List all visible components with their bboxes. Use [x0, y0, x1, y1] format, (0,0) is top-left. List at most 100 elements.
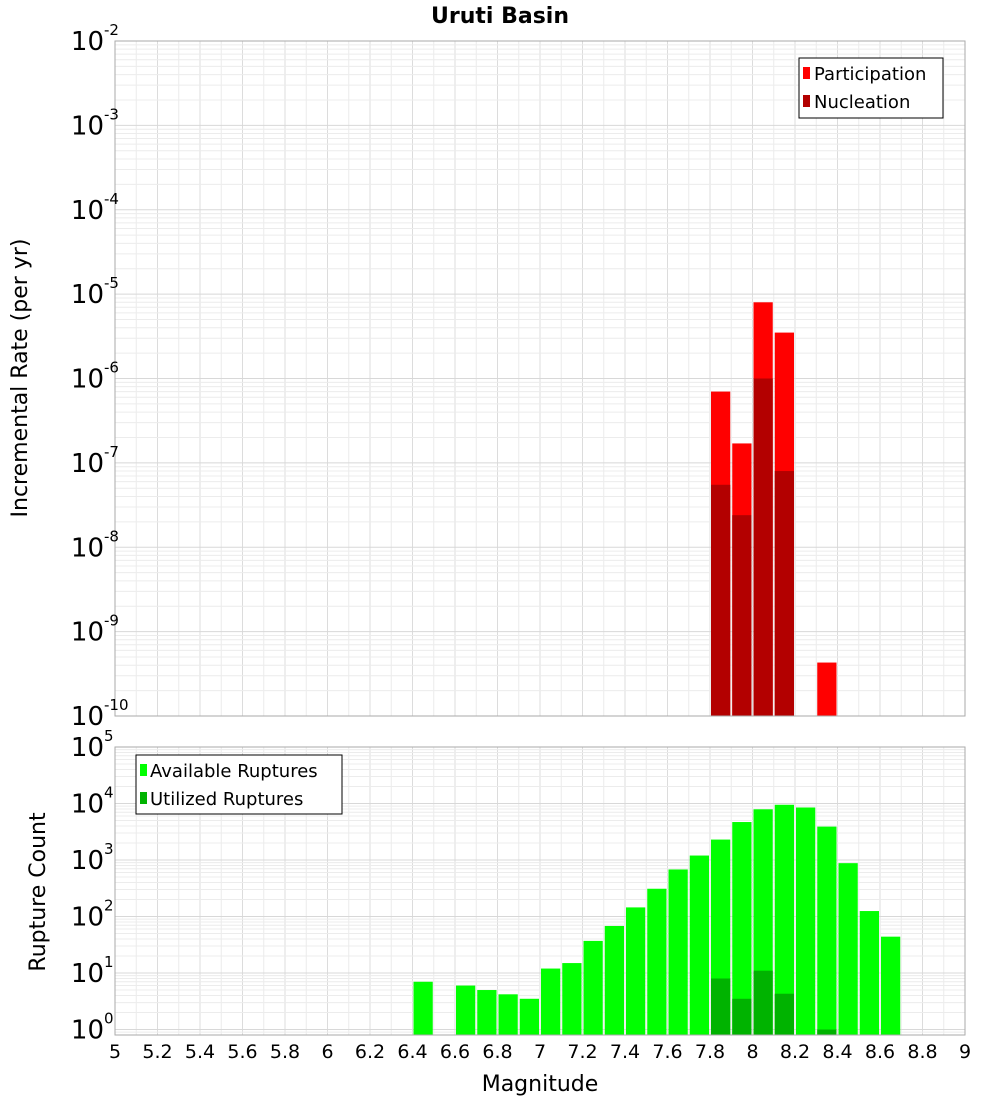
top-y-tick-base: 10: [71, 702, 104, 732]
bottom-y-tick-base: 10: [71, 903, 104, 933]
top-y-tick-base: 10: [71, 449, 104, 479]
utilized-ruptures-legend-label: Utilized Ruptures: [150, 789, 303, 810]
bottom-y-tick-base: 10: [71, 790, 104, 820]
top-plot-gridlines: [114, 40, 966, 717]
top-y-tick-exponent: -3: [104, 105, 119, 123]
x-tick-label: 6.8: [482, 1041, 512, 1063]
bottom-y-tick-base: 10: [71, 846, 104, 876]
x-tick-label: 5.8: [270, 1041, 300, 1063]
bottom-legend-box: [135, 754, 343, 815]
available-ruptures-swatch: [140, 764, 147, 776]
bottom-y-tick-base: 10: [71, 733, 104, 763]
top-y-tick-exponent: -4: [104, 190, 119, 208]
x-tick-labels: 5 5.2 5.4 5.6 5.8 6 6.2 6.4 6.6 6.8 7 7.2 7.4 7.6 7.8 8…: [109, 1041, 971, 1063]
utilized-ruptures-swatch: [140, 792, 147, 804]
available-ruptures-bar: [689, 855, 709, 1035]
x-tick-label: 5.4: [185, 1041, 215, 1063]
top-y-tick-exponent: -5: [104, 274, 119, 292]
top-plot-frame: [114, 40, 966, 717]
x-tick-label: 8: [746, 1041, 758, 1063]
bottom-y-axis-label: Rupture Count: [26, 812, 51, 972]
top-y-tick-exponent: -2: [104, 21, 119, 39]
top-y-tick-base: 10: [71, 365, 104, 395]
nucleation-bar: [753, 378, 773, 716]
available-ruptures-bar: [456, 985, 476, 1035]
top-y-tick-exponent: -9: [104, 612, 119, 630]
available-ruptures-bar: [881, 936, 901, 1035]
x-tick-label: 8.6: [865, 1041, 895, 1063]
bottom-y-tick-exponent: 2: [104, 897, 114, 915]
available-ruptures-bar: [498, 994, 518, 1035]
utilized-ruptures-bar: [711, 978, 731, 1035]
available-ruptures-bar: [477, 990, 497, 1035]
participation-bar: [817, 662, 837, 716]
bottom-y-tick-exponent: 5: [104, 727, 114, 745]
utilized-ruptures-bar: [753, 970, 773, 1035]
participation-swatch: [803, 67, 810, 79]
x-axis-label: Magnitude: [482, 1072, 599, 1097]
available-ruptures-legend-label: Available Ruptures: [150, 761, 318, 782]
available-ruptures-bar: [796, 807, 816, 1035]
top-y-tick-base: 10: [71, 618, 104, 648]
available-ruptures-bar: [774, 804, 794, 1035]
available-ruptures-bar: [647, 888, 667, 1035]
x-tick-label: 7: [534, 1041, 546, 1063]
top-y-tick-base: 10: [71, 533, 104, 563]
x-tick-label: 5: [109, 1041, 121, 1063]
bottom-y-tick-exponent: 3: [104, 840, 114, 858]
utilized-ruptures-bar: [774, 993, 794, 1035]
bottom-plot-frame: [114, 746, 966, 1036]
available-ruptures-bar: [668, 869, 688, 1035]
top-y-tick-exponent: -6: [104, 359, 119, 377]
top-y-tick-base: 10: [71, 111, 104, 141]
available-ruptures-bar: [859, 911, 879, 1035]
top-y-tick-exponent: -10: [104, 696, 129, 714]
x-tick-label: 7.6: [652, 1041, 682, 1063]
bottom-y-tick-base: 10: [71, 959, 104, 989]
x-tick-label: 7.2: [567, 1041, 597, 1063]
top-y-tick-exponent: -7: [104, 443, 119, 461]
available-ruptures-bar: [519, 998, 539, 1035]
top-y-tick-labels: 10-210-310-410-510-610-710-810-910-10: [71, 21, 129, 732]
nucleation-legend-label: Nucleation: [814, 92, 910, 113]
available-ruptures-bar: [562, 963, 582, 1035]
x-tick-label: 9: [959, 1041, 971, 1063]
participation-legend-label: Participation: [814, 64, 926, 85]
top-y-tick-exponent: -8: [104, 527, 119, 545]
bottom-y-tick-base: 10: [71, 1016, 104, 1046]
x-tick-label: 8.8: [907, 1041, 937, 1063]
top-y-tick-base: 10: [71, 280, 104, 310]
x-tick-label: 7.4: [610, 1041, 640, 1063]
bottom-y-tick-exponent: 4: [104, 784, 114, 802]
x-tick-label: 8.4: [822, 1041, 852, 1063]
nucleation-bar: [774, 471, 794, 716]
top-plot-bars: [711, 302, 837, 716]
nucleation-swatch: [803, 95, 810, 107]
nucleation-bar: [732, 515, 752, 716]
x-tick-label: 8.2: [780, 1041, 810, 1063]
available-ruptures-bar: [413, 981, 433, 1035]
utilized-ruptures-bar: [817, 1029, 837, 1035]
utilized-ruptures-bar: [732, 998, 752, 1035]
x-tick-label: 6.2: [355, 1041, 385, 1063]
x-tick-label: 6.4: [397, 1041, 427, 1063]
bottom-plot-bars: [413, 804, 901, 1035]
top-y-tick-base: 10: [71, 196, 104, 226]
bottom-y-tick-exponent: 0: [104, 1010, 114, 1028]
x-tick-label: 5.2: [142, 1041, 172, 1063]
top-y-tick-base: 10: [71, 27, 104, 57]
available-ruptures-bar: [732, 822, 752, 1035]
nucleation-bar: [711, 484, 731, 716]
bottom-y-tick-exponent: 1: [104, 953, 114, 971]
bottom-legend: Available Ruptures Utilized Ruptures: [135, 754, 343, 815]
available-ruptures-bar: [541, 968, 561, 1035]
top-y-axis-label: Incremental Rate (per yr): [8, 239, 33, 518]
x-tick-label: 6.6: [440, 1041, 470, 1063]
available-ruptures-bar: [817, 826, 837, 1035]
available-ruptures-bar: [838, 863, 858, 1035]
available-ruptures-bar: [626, 907, 646, 1035]
available-ruptures-bar: [583, 940, 603, 1035]
